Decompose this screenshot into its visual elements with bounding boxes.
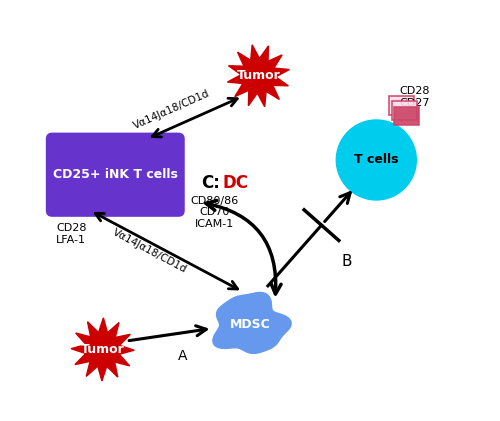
Text: Tumor: Tumor: [81, 343, 124, 356]
FancyBboxPatch shape: [394, 107, 419, 125]
Text: DC: DC: [222, 174, 248, 192]
Text: CD28
CD27: CD28 CD27: [400, 86, 430, 108]
Text: CD25+ iNK T cells: CD25+ iNK T cells: [53, 168, 178, 181]
FancyBboxPatch shape: [392, 101, 416, 120]
Polygon shape: [228, 45, 290, 107]
Text: MDSC: MDSC: [230, 318, 270, 330]
Polygon shape: [71, 318, 134, 381]
Text: C:: C:: [202, 174, 220, 192]
Text: Vα14Jα18/CD1d: Vα14Jα18/CD1d: [111, 227, 188, 275]
FancyBboxPatch shape: [46, 133, 184, 217]
Text: CD80/86
CD70
ICAM-1: CD80/86 CD70 ICAM-1: [190, 196, 238, 229]
Text: A: A: [178, 349, 188, 363]
Circle shape: [336, 120, 416, 200]
Text: B: B: [342, 253, 352, 269]
Text: Tumor: Tumor: [236, 69, 281, 82]
Text: CD28
LFA-1: CD28 LFA-1: [56, 223, 87, 245]
Text: T cells: T cells: [354, 154, 399, 166]
FancyBboxPatch shape: [390, 96, 414, 115]
Polygon shape: [213, 293, 291, 353]
Text: Vα14Jα18/CD1d: Vα14Jα18/CD1d: [132, 88, 212, 131]
